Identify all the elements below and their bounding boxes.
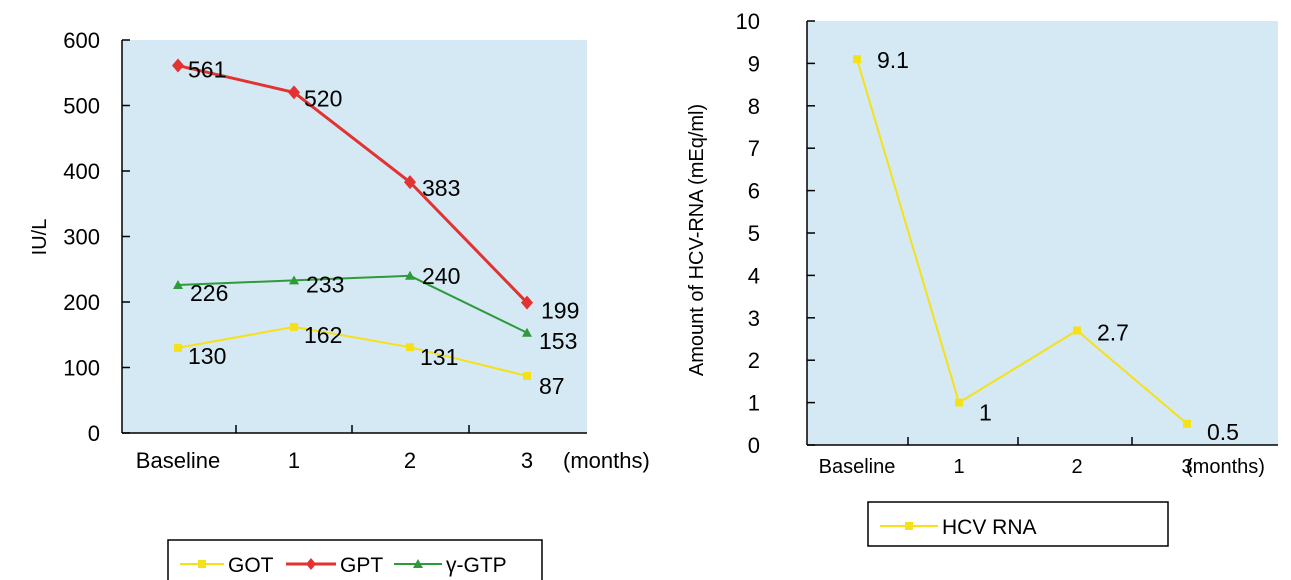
y-tick-label: 3 <box>748 306 760 331</box>
data-point-γ-GTP <box>289 275 299 285</box>
x-axis-title-2: (months) <box>1186 456 1265 478</box>
data-label-γ-GTP: 240 <box>422 263 460 289</box>
y-tick-label: 6 <box>748 179 760 204</box>
series-group-1: 130 162 131 87 561 520 383 199 226 233 240 153 <box>172 57 579 399</box>
data-point-γ-GTP <box>405 270 415 280</box>
data-point-γ-GTP <box>522 327 532 337</box>
y-tick-label: 0 <box>748 433 760 458</box>
data-label-γ-GTP: 226 <box>190 280 228 306</box>
y-tick-label: 200 <box>63 290 100 315</box>
x-tick-label: Baseline <box>819 456 896 478</box>
legend-marker-HCV RNA <box>905 522 913 530</box>
data-point-GOT <box>523 372 531 381</box>
x-tick-label: 1 <box>953 456 964 478</box>
data-point-GPT <box>404 175 416 190</box>
data-label-HCV RNA: 1 <box>979 400 992 426</box>
y-tick-label: 300 <box>63 225 100 250</box>
data-label-GPT: 520 <box>304 85 342 111</box>
x-tick-label: 2 <box>1071 456 1082 478</box>
legend-1: GOT GPT γ-GTP <box>167 539 543 580</box>
y-tick-label: 2 <box>748 348 760 373</box>
legend-label-GOT: GOT <box>228 554 274 577</box>
legend-box-2 <box>867 501 1169 547</box>
data-point-HCV RNA <box>1073 326 1081 335</box>
y-ticks-1: 0 100 200 300 400 500 600 <box>63 28 130 446</box>
y-tick-label: 9 <box>748 51 760 76</box>
legend-marker-GOT <box>198 560 206 568</box>
data-point-GPT <box>172 58 184 73</box>
y-ticks-2: 0 1 2 3 4 5 6 7 8 9 10 <box>736 9 815 458</box>
data-point-GOT <box>174 343 182 352</box>
data-label-GOT: 87 <box>539 373 565 399</box>
data-label-γ-GTP: 233 <box>306 271 344 297</box>
legend-label-HCV RNA: HCV RNA <box>942 516 1037 539</box>
legend-marker-GPT <box>306 558 316 570</box>
x-ticks-1: Baseline 1 2 3 <box>136 425 533 473</box>
data-label-HCV RNA: 9.1 <box>877 47 909 73</box>
data-label-γ-GTP: 153 <box>539 328 577 354</box>
data-label-GPT: 561 <box>188 57 226 83</box>
series-line-γ-GTP <box>177 274 528 334</box>
series-line-GPT <box>177 64 529 304</box>
x-tick-label: 2 <box>404 448 416 473</box>
data-point-γ-GTP <box>173 279 183 289</box>
data-point-HCV RNA <box>853 55 861 64</box>
x-tick-label: 3 <box>521 448 533 473</box>
x-tick-label: 1 <box>288 448 300 473</box>
y-tick-label: 5 <box>748 221 760 246</box>
data-label-HCV RNA: 0.5 <box>1207 419 1239 445</box>
hcv-rna-chart: 0 1 2 3 4 5 6 7 8 9 10 Baseline 1 2 3 9.1 1 2.7 0.5 Amou… <box>686 9 1278 547</box>
data-point-GPT <box>521 295 533 310</box>
legend-marker-γ-GTP <box>413 559 423 568</box>
plot-area-1 <box>122 40 587 433</box>
y-tick-label: 7 <box>748 136 760 161</box>
legend-label-GPT: GPT <box>340 554 383 577</box>
data-label-GPT: 383 <box>422 175 460 201</box>
legend-items-1: GOT GPT γ-GTP <box>180 554 507 577</box>
y-tick-label: 0 <box>88 421 100 446</box>
x-axis-title-1: (months) <box>563 448 650 473</box>
series-group-2: 9.1 1 2.7 0.5 <box>853 47 1239 445</box>
y-tick-label: 10 <box>736 9 760 34</box>
x-tick-label: 3 <box>1181 456 1192 478</box>
x-tick-label: Baseline <box>136 448 220 473</box>
data-point-GOT <box>406 343 414 352</box>
y-tick-label: 400 <box>63 159 100 184</box>
legend-items-2: HCV RNA <box>880 516 1037 539</box>
y-axis-title-2: Amount of HCV-RNA (mEq/ml) <box>686 104 708 376</box>
data-point-HCV RNA <box>955 398 963 407</box>
data-label-GOT: 162 <box>304 322 342 348</box>
data-point-GOT <box>290 322 298 331</box>
series-line-GOT <box>177 325 528 377</box>
y-axis-title-1: IU/L <box>29 219 51 256</box>
series-line-HCV RNA <box>856 58 1188 425</box>
y-tick-label: 100 <box>63 356 100 381</box>
data-label-HCV RNA: 2.7 <box>1097 320 1129 346</box>
data-label-GOT: 130 <box>188 343 226 369</box>
data-label-GPT: 199 <box>541 298 579 324</box>
y-tick-label: 8 <box>748 94 760 119</box>
y-tick-label: 500 <box>63 94 100 119</box>
data-label-GOT: 131 <box>420 344 458 370</box>
y-tick-label: 4 <box>748 263 760 288</box>
y-tick-label: 600 <box>63 28 100 53</box>
data-point-GPT <box>288 85 300 100</box>
legend-label-γ-GTP: γ-GTP <box>446 554 507 577</box>
legend-box-1 <box>167 539 543 580</box>
legend-2: HCV RNA <box>867 501 1169 547</box>
data-point-HCV RNA <box>1183 419 1191 428</box>
plot-area-2 <box>807 21 1278 445</box>
x-ticks-2: Baseline 1 2 3 <box>819 437 1193 478</box>
y-tick-label: 1 <box>748 391 760 416</box>
